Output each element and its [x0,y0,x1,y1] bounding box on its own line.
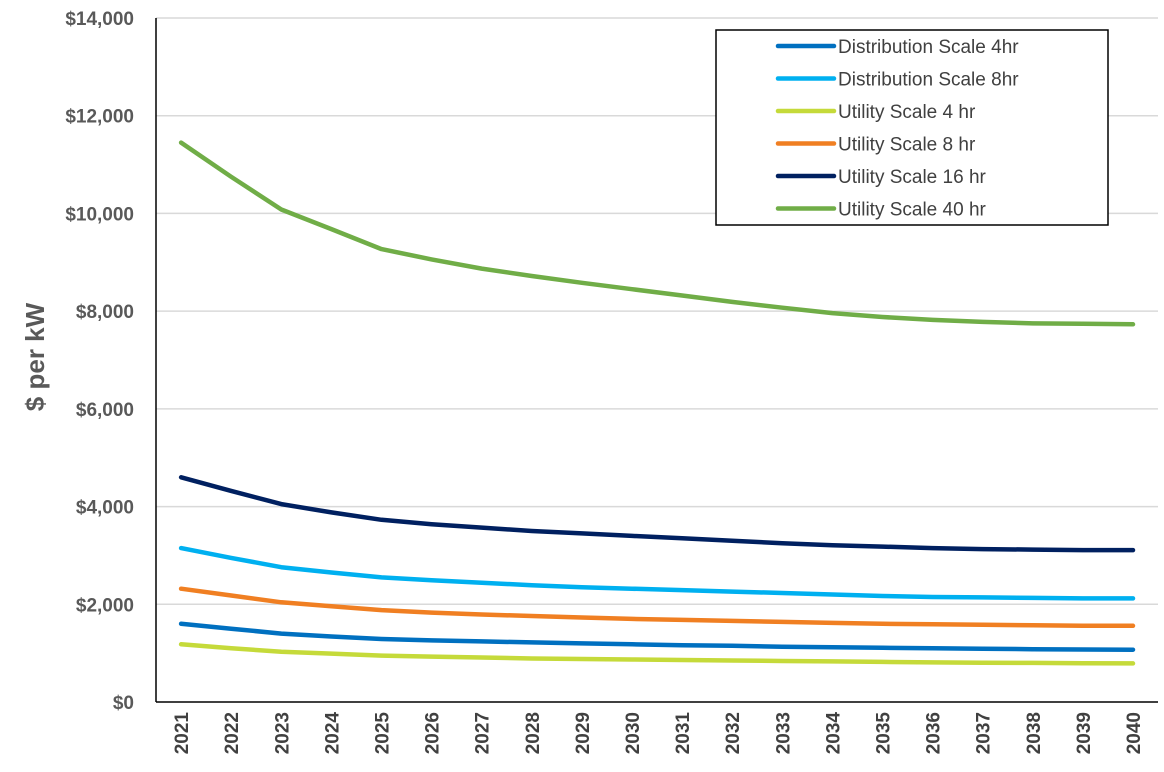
x-tick-label: 2038 [1024,712,1045,754]
y-tick-label: $0 [113,693,134,714]
x-tick-label: 2037 [974,712,995,754]
y-tick-label: $14,000 [65,9,134,30]
legend: Distribution Scale 4hr Distribution Scale… [715,29,1109,226]
y-tick-label: $2,000 [76,595,134,616]
x-tick-label: 2022 [222,712,243,754]
x-tick-label: 2031 [673,712,694,755]
x-tick-label: 2032 [723,712,744,754]
series-line [178,621,1136,652]
series-line [178,475,1136,553]
series-line [178,586,1136,629]
series-line [178,140,1136,327]
legend-label: Utility Scale 4 hr [838,102,976,123]
x-tick-label: 2026 [423,712,444,754]
x-tick-label: 2034 [823,712,844,755]
x-tick-label: 2040 [1124,712,1145,754]
x-tick-label: 2039 [1074,712,1095,754]
y-tick-labels: $0 $2,000 $4,000 $6,000 $8,000 $10,000 $12,000… [65,9,134,714]
x-tick-labels: 2021 2022 2023 2024 2025 2026 2027 2028 2029 2030… [172,712,1145,755]
x-tick-label: 2023 [272,712,293,754]
series-line [178,642,1136,666]
legend-label: Distribution Scale 4hr [838,37,1019,58]
y-tick-label: $12,000 [65,107,134,128]
x-tick-label: 2025 [372,712,393,755]
legend-label: Distribution Scale 8hr [838,70,1019,91]
x-tick-label: 2036 [924,712,945,754]
x-tick-label: 2027 [473,712,494,754]
x-tick-label: 2033 [773,712,794,754]
legend-box [715,29,1109,226]
series-lines [178,140,1136,666]
legend-label: Utility Scale 8 hr [838,135,976,156]
x-tick-label: 2028 [523,712,544,754]
x-tick-label: 2030 [623,712,644,754]
y-tick-label: $6,000 [76,400,134,421]
legend-label: Utility Scale 40 hr [838,200,987,221]
y-tick-label: $8,000 [76,302,134,323]
legend-label: Utility Scale 16 hr [838,167,987,188]
x-tick-label: 2035 [873,712,894,755]
series-line [178,545,1136,601]
x-tick-label: 2021 [172,712,193,755]
x-tick-label: 2024 [322,712,343,755]
gridlines [156,17,1158,606]
y-axis-label: $ per kW [20,302,50,411]
y-tick-label: $4,000 [76,498,134,519]
x-tick-label: 2029 [573,712,594,754]
y-tick-label: $10,000 [65,204,134,225]
